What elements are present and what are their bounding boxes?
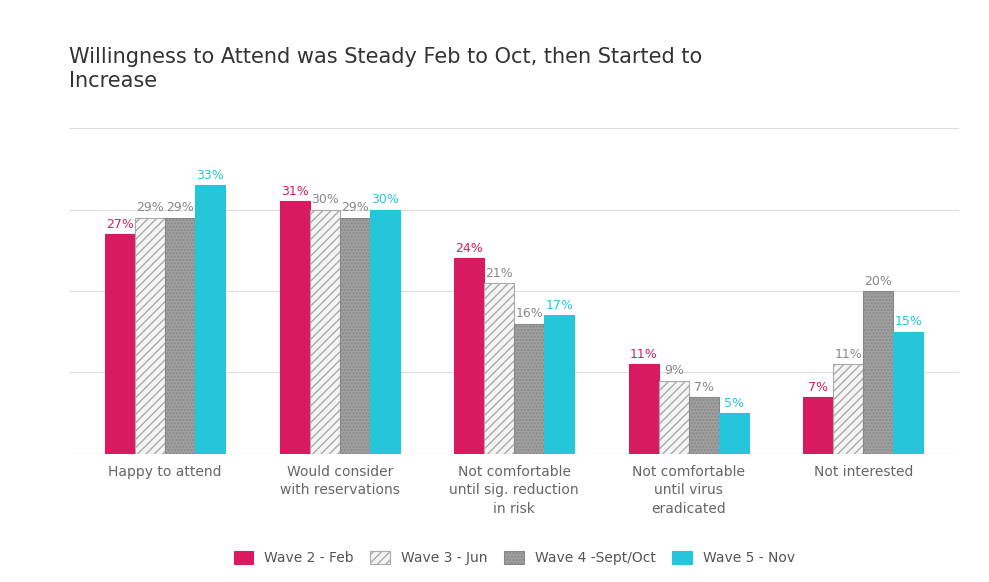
Bar <box>340 218 370 454</box>
Bar <box>719 413 749 454</box>
Bar <box>310 210 340 454</box>
Text: 7%: 7% <box>808 381 829 393</box>
Text: Willingness to Attend was Steady Feb to Oct, then Started to
Increase: Willingness to Attend was Steady Feb to … <box>69 47 702 91</box>
Text: 30%: 30% <box>371 193 399 206</box>
Text: 31%: 31% <box>281 185 309 198</box>
Text: 20%: 20% <box>864 275 892 288</box>
Text: 7%: 7% <box>694 381 714 393</box>
Text: 9%: 9% <box>664 364 683 377</box>
Bar <box>280 201 310 454</box>
Text: 16%: 16% <box>515 307 543 320</box>
Text: 29%: 29% <box>166 201 194 214</box>
Text: 29%: 29% <box>341 201 369 214</box>
Bar <box>165 218 195 454</box>
Text: 17%: 17% <box>545 299 574 312</box>
Text: 5%: 5% <box>724 397 744 410</box>
Text: 27%: 27% <box>106 218 135 230</box>
Bar <box>105 234 135 454</box>
Bar <box>659 381 688 454</box>
Text: 29%: 29% <box>136 201 164 214</box>
Text: 11%: 11% <box>835 348 862 361</box>
Bar <box>135 218 165 454</box>
Bar <box>485 283 514 454</box>
Bar <box>514 324 544 454</box>
Legend: Wave 2 - Feb, Wave 3 - Jun, Wave 4 -Sept/Oct, Wave 5 - Nov: Wave 2 - Feb, Wave 3 - Jun, Wave 4 -Sept… <box>228 545 800 571</box>
Bar <box>370 210 400 454</box>
Bar <box>454 258 485 454</box>
Bar <box>195 185 225 454</box>
Text: 15%: 15% <box>894 315 923 328</box>
Text: 11%: 11% <box>630 348 658 361</box>
Bar <box>688 397 719 454</box>
Text: 30%: 30% <box>311 193 338 206</box>
Bar <box>629 364 659 454</box>
Bar <box>803 397 834 454</box>
Text: 33%: 33% <box>197 169 225 182</box>
Text: 24%: 24% <box>455 242 484 255</box>
Bar <box>863 291 893 454</box>
Bar <box>834 364 863 454</box>
Bar <box>544 315 575 454</box>
Bar <box>893 332 924 454</box>
Text: 21%: 21% <box>486 267 513 279</box>
